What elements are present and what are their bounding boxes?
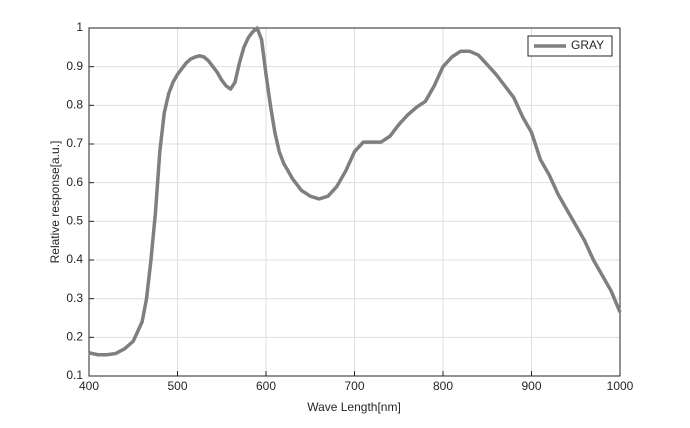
x-tick-label: 900 (521, 379, 541, 393)
y-tick-label: 0.9 (66, 59, 83, 73)
y-tick-label: 0.6 (66, 175, 83, 189)
y-tick-label: 1 (76, 20, 83, 34)
y-tick-label: 0.2 (66, 330, 83, 344)
plot-frame (88, 27, 621, 377)
y-tick-label: 0.3 (66, 291, 83, 305)
line-series (88, 26, 622, 357)
x-tick-label: 500 (167, 379, 187, 393)
y-axis-label: Relative response[a.u.] (48, 141, 62, 264)
x-tick-label: 400 (79, 379, 99, 393)
x-tick-label: 800 (433, 379, 453, 393)
x-tick-label: 700 (344, 379, 364, 393)
y-tick-label: 0.1 (66, 368, 83, 382)
legend-label: GRAY (571, 38, 604, 52)
legend-box (527, 35, 613, 57)
y-tick-label: 0.7 (66, 136, 83, 150)
x-axis-label: Wave Length[nm] (307, 400, 401, 414)
y-tick-label: 0.4 (66, 252, 83, 266)
y-tick-label: 0.8 (66, 98, 83, 112)
x-tick-label: 1000 (607, 379, 634, 393)
x-tick-label: 600 (256, 379, 276, 393)
y-tick-label: 0.5 (66, 214, 83, 228)
